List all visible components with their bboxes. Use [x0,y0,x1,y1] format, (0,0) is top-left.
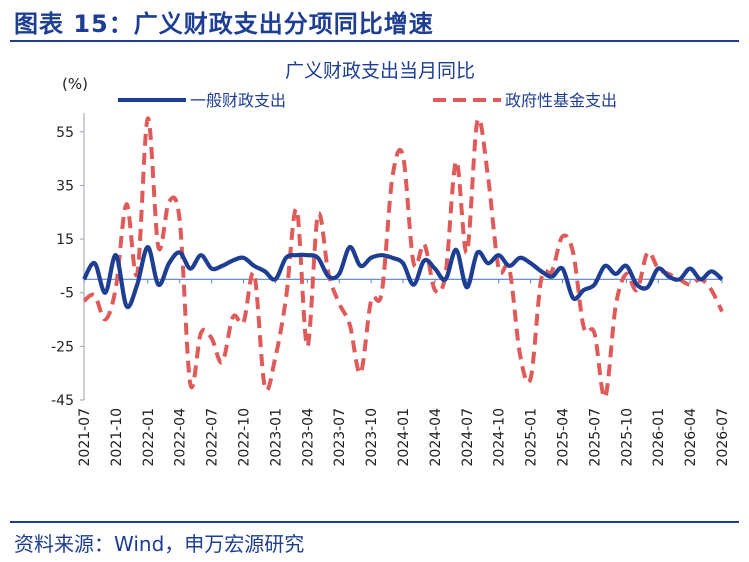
x-tick-label-13: 2024-10 [492,408,508,467]
x-tick-label-16: 2025-07 [587,408,603,467]
x-tick-label-10: 2024-01 [396,408,412,467]
y-tick-label-1: 35 [56,178,74,194]
series-line-0 [82,245,724,310]
x-tick-label-1: 2021-10 [109,408,125,467]
x-tick-label-15: 2025-04 [556,408,572,467]
x-tick-label-19: 2026-04 [683,408,699,467]
series-points-1 [84,118,722,397]
legend-label-1: 政府性基金支出 [505,91,617,110]
x-tick-label-4: 2022-07 [205,408,221,467]
x-tick-label-9: 2023-10 [364,408,380,467]
chart-title: 广义财政支出当月同比 [285,60,475,82]
y-tick-label-5: -45 [51,393,74,409]
x-tick-label-0: 2021-07 [77,408,93,467]
x-tick-label-14: 2025-01 [524,408,540,467]
x-tick-label-6: 2023-01 [268,408,284,467]
title-rule [10,40,739,42]
x-tick-label-8: 2023-07 [332,408,348,467]
x-tick-label-5: 2022-10 [237,408,253,467]
y-tick-label-3: -5 [60,286,74,302]
x-tick-label-3: 2022-04 [173,408,189,467]
x-tick-label-18: 2026-01 [651,408,667,467]
x-tick-label-2: 2022-01 [141,408,157,467]
x-tick-label-11: 2024-04 [428,408,444,467]
source-note: 资料来源：Wind，申万宏源研究 [14,532,305,556]
y-tick-label-4: -25 [51,339,74,355]
x-tick-label-20: 2026-07 [715,408,731,467]
figure-title: 图表 15：广义财政支出分项同比增速 [14,10,434,38]
series-line-1 [82,116,724,400]
x-tick-label-12: 2024-07 [460,408,476,467]
x-tick-label-7: 2023-04 [300,408,316,467]
y-tick-label-2: 15 [56,232,74,248]
legend-label-0: 一般财政支出 [190,91,286,110]
y-axis-unit: (%) [62,75,88,93]
y-tick-label-0: 55 [56,125,74,141]
footer-rule [10,521,739,523]
x-tick-label-17: 2025-10 [619,408,635,467]
